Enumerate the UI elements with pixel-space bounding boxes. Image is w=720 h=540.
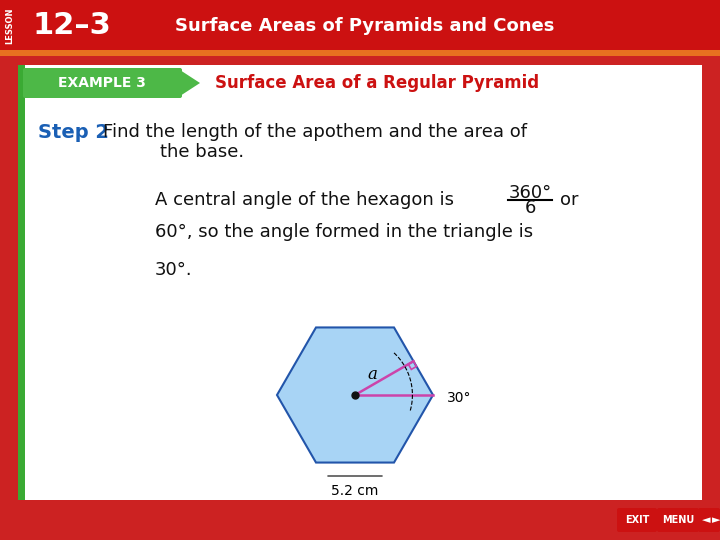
Text: 30°.: 30°. xyxy=(155,261,193,279)
Text: ►: ► xyxy=(712,515,720,525)
Polygon shape xyxy=(180,70,200,96)
Text: 6: 6 xyxy=(524,199,536,217)
Bar xyxy=(0,0,720,52)
Text: EXAMPLE 3: EXAMPLE 3 xyxy=(58,76,146,90)
Bar xyxy=(0,50,720,56)
Text: a: a xyxy=(367,366,377,383)
Bar xyxy=(0,52,18,540)
Text: the base.: the base. xyxy=(160,143,244,161)
Bar xyxy=(18,65,25,500)
FancyBboxPatch shape xyxy=(708,508,720,532)
Bar xyxy=(702,52,720,540)
FancyBboxPatch shape xyxy=(617,508,657,532)
FancyBboxPatch shape xyxy=(23,68,182,98)
Text: A central angle of the hexagon is: A central angle of the hexagon is xyxy=(155,191,454,209)
Text: LESSON: LESSON xyxy=(6,8,14,44)
FancyBboxPatch shape xyxy=(657,508,699,532)
Text: 30°: 30° xyxy=(447,391,472,405)
Text: Step 2: Step 2 xyxy=(38,123,109,141)
Text: Surface Areas of Pyramids and Cones: Surface Areas of Pyramids and Cones xyxy=(175,17,554,35)
FancyBboxPatch shape xyxy=(698,508,710,532)
Polygon shape xyxy=(277,327,433,463)
Text: 12–3: 12–3 xyxy=(32,11,112,40)
Text: MENU: MENU xyxy=(662,515,694,525)
Text: 60°, so the angle formed in the triangle is: 60°, so the angle formed in the triangle… xyxy=(155,223,533,241)
Bar xyxy=(18,65,702,500)
Text: EXIT: EXIT xyxy=(625,515,649,525)
Text: 5.2 cm: 5.2 cm xyxy=(331,484,379,498)
Text: or: or xyxy=(560,191,578,209)
Text: ◄: ◄ xyxy=(702,515,710,525)
Text: Find the length of the apothem and the area of: Find the length of the apothem and the a… xyxy=(103,123,527,141)
Text: 360°: 360° xyxy=(508,184,552,202)
Text: Surface Area of a Regular Pyramid: Surface Area of a Regular Pyramid xyxy=(215,74,539,92)
